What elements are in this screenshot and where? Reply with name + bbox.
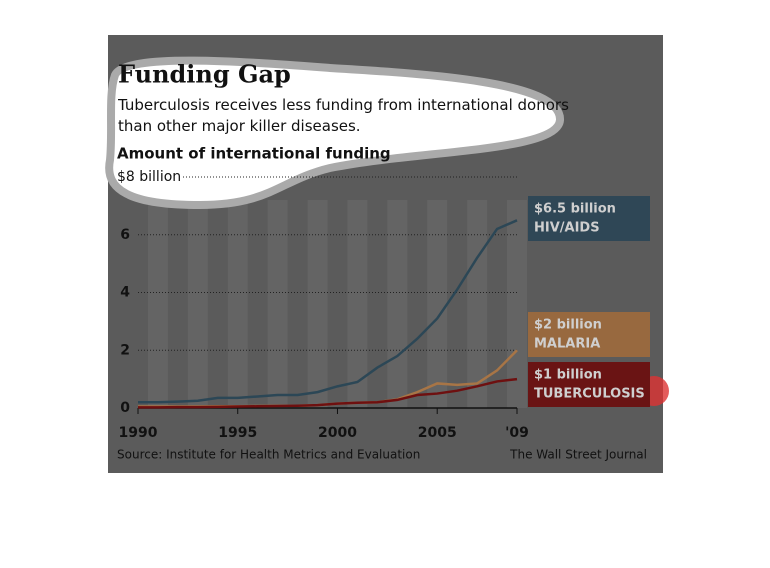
subtitle-box: Tuberculosis receives less funding from …	[118, 96, 569, 135]
y-tick-label: 6	[120, 227, 130, 243]
legend-box	[528, 362, 650, 407]
stripe	[187, 200, 208, 408]
legend-name: MALARIA	[534, 337, 600, 352]
y-tick-label: $8 billion	[117, 169, 181, 185]
stripe	[307, 200, 328, 408]
y-tick-label: 4	[120, 285, 130, 301]
stripe	[467, 200, 488, 408]
stripe	[227, 200, 248, 408]
stripes	[147, 200, 527, 408]
x-tick-label: 2005	[418, 425, 457, 441]
legend-value: $1 billion	[534, 368, 602, 383]
legend-box	[528, 312, 650, 357]
x-tick-label: 1995	[218, 425, 257, 441]
stripe	[347, 200, 368, 408]
source: Source: Institute for Health Metrics and…	[117, 448, 420, 462]
y-tick-label: 0	[120, 400, 130, 416]
legend-value: $6.5 billion	[534, 202, 616, 217]
y-axis-label: Amount of international funding	[117, 145, 391, 163]
subtitle: Tuberculosis receives less funding from …	[118, 96, 569, 135]
stripe	[267, 200, 288, 408]
stripe	[147, 200, 168, 408]
highlight	[105, 56, 565, 210]
chart-title: Funding Gap	[118, 60, 291, 89]
legend-box	[528, 196, 650, 241]
series-line	[138, 219, 518, 404]
credit: The Wall Street Journal	[509, 448, 647, 462]
x-tick-label: '09	[505, 425, 529, 441]
stripe	[427, 200, 448, 408]
stripe	[507, 200, 527, 408]
legend-name: TUBERCULOSIS	[534, 387, 645, 402]
y-tick-label: 2	[120, 342, 130, 358]
stripe	[387, 200, 408, 408]
x-tick-label: 1990	[119, 425, 158, 441]
legend-value: $2 billion	[534, 318, 602, 333]
legend-name: HIV/AIDS	[534, 221, 600, 236]
series-line	[138, 377, 518, 409]
x-tick-label: 2000	[318, 425, 357, 441]
